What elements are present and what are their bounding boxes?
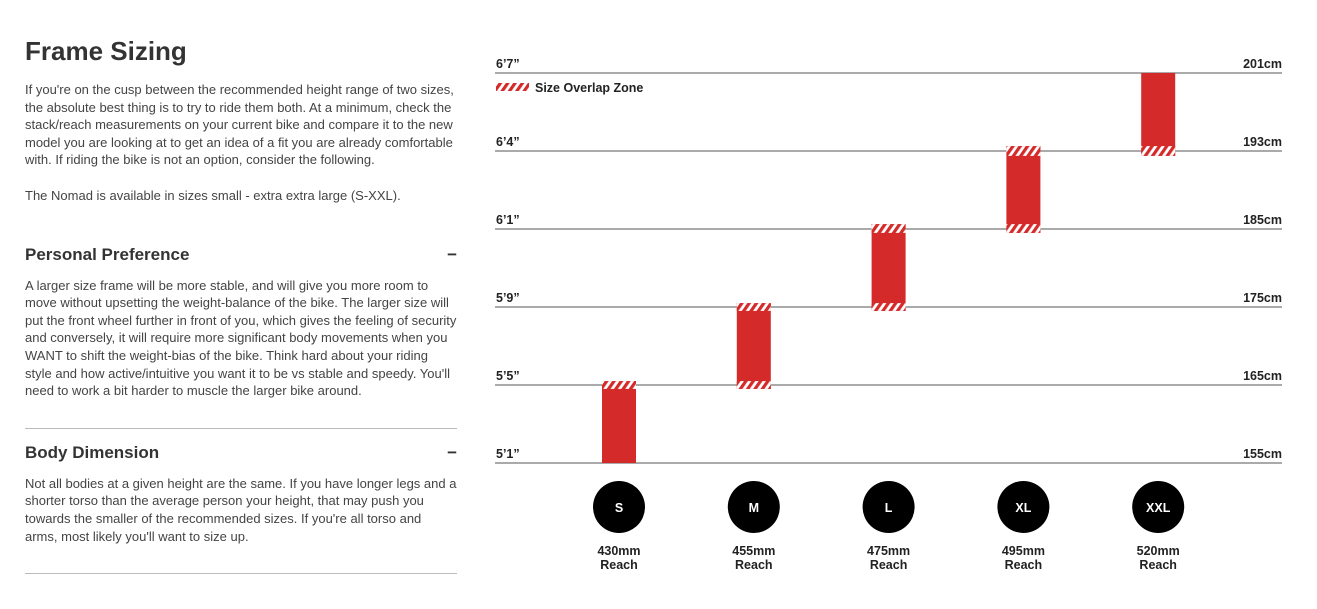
reach-value: 475mm [867, 544, 910, 558]
y-tick-label: 175cm [1243, 291, 1282, 305]
size-badge [862, 481, 915, 533]
y-tick-label-imperial: 5’1” [496, 447, 520, 461]
size-range-bar [1006, 146, 1041, 233]
section-heading: Body Dimension − [25, 443, 457, 463]
legend-swatch [496, 83, 529, 91]
reach-label: Reach [1139, 558, 1177, 572]
collapse-toggle[interactable]: − [447, 244, 457, 264]
size-badge [1132, 481, 1185, 533]
reach-value: 520mm [1137, 544, 1180, 558]
overlap-zone [1141, 146, 1176, 156]
reach-value: 495mm [1002, 544, 1045, 558]
paragraph: If you're on the cusp between the recomm… [25, 82, 454, 168]
size-label: S [615, 501, 623, 515]
paragraph: A larger size frame will be more stable,… [25, 277, 457, 399]
overlap-zone [1006, 224, 1041, 233]
y-tick-label-imperial: 6’7” [496, 57, 520, 71]
y-tick-label: 155cm [1243, 447, 1282, 461]
overlap-zone [871, 303, 906, 311]
paragraph: The Nomad is available in sizes small - … [25, 187, 401, 203]
paragraph: Not all bodies at a given height are the… [25, 475, 457, 544]
reach-label: Reach [870, 558, 908, 572]
reach-value: 455mm [732, 544, 775, 558]
size-badge [997, 481, 1050, 533]
y-tick-label-imperial: 5’9” [496, 291, 520, 305]
legend-label: Size Overlap Zone [535, 81, 643, 95]
section-heading: Personal Preference − [25, 245, 457, 265]
y-tick-label: 165cm [1243, 369, 1282, 383]
overlap-zone [736, 381, 771, 389]
heading-text: Personal Preference [25, 244, 190, 264]
heading-text: Body Dimension [25, 442, 160, 462]
size-range-bar [602, 381, 636, 463]
y-tick-label: 201cm [1243, 57, 1282, 71]
size-label: M [749, 501, 759, 515]
y-tick-label: 185cm [1243, 213, 1282, 227]
reach-value: 430mm [597, 544, 640, 558]
y-tick-label-imperial: 6’1” [496, 213, 520, 227]
size-range-bar [1141, 73, 1176, 156]
reach-label: Reach [735, 558, 773, 572]
title: Frame Sizing [25, 36, 187, 66]
overlap-zone [602, 381, 636, 389]
y-tick-label-imperial: 6’4” [496, 135, 520, 149]
size-range-bar [871, 224, 906, 311]
section: Body Dimension − Not all bodies at a give… [25, 429, 457, 575]
y-tick-label: 193cm [1243, 135, 1282, 149]
size-badge [727, 481, 780, 533]
size-label: XL [1015, 501, 1031, 515]
section: Personal Preference − A larger size frame… [25, 231, 457, 429]
size-range-bar [736, 303, 771, 389]
reach-label: Reach [600, 558, 638, 572]
size-label: XXL [1146, 501, 1171, 515]
article: Frame Sizing If you're on the cusp betwe… [25, 36, 457, 575]
overlap-zone [871, 224, 906, 233]
size-badge [593, 481, 645, 533]
collapse-toggle[interactable]: − [447, 442, 457, 462]
overlap-zone [1006, 146, 1041, 156]
size-label: L [885, 501, 893, 515]
reach-label: Reach [1005, 558, 1043, 572]
y-tick-label-imperial: 5’5” [496, 369, 520, 383]
overlap-zone [736, 303, 771, 311]
